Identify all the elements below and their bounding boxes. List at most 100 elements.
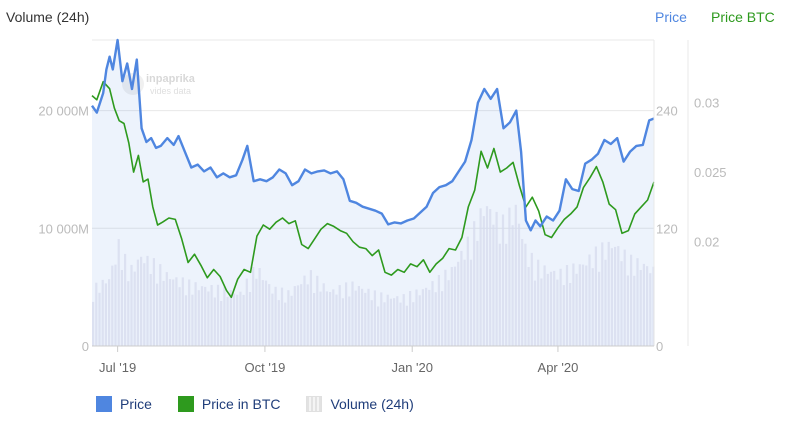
volume-bar: [175, 277, 178, 346]
volume-bar: [460, 250, 463, 346]
volume-bar: [399, 302, 402, 346]
volume-bar: [172, 279, 175, 346]
volume-bar: [492, 224, 495, 346]
volume-bar: [274, 286, 277, 346]
volume-bar: [130, 264, 133, 346]
volume-bar: [421, 289, 424, 346]
volume-bar: [156, 283, 159, 346]
volume-bar: [623, 249, 626, 346]
volume-bar: [261, 280, 264, 346]
volume-bar: [444, 269, 447, 346]
volume-bar: [258, 268, 261, 346]
volume-bar: [370, 300, 373, 346]
volume-bar: [290, 295, 293, 346]
volume-bar: [501, 214, 505, 346]
legend-label-price-btc: Price in BTC: [201, 396, 281, 412]
legend-label-volume: Volume (24h): [330, 396, 414, 412]
volume-bar: [485, 206, 489, 346]
volume-bar: [188, 279, 191, 346]
volume-bar: [473, 221, 476, 346]
volume-bar: [361, 288, 364, 346]
volume-bar: [482, 216, 485, 346]
volume-bar: [537, 259, 540, 346]
volume-bar: [277, 300, 280, 346]
volume-bar: [232, 293, 236, 346]
legend-item-price-btc[interactable]: Price in BTC: [177, 396, 281, 412]
volume-bar: [338, 285, 341, 346]
volume-bar: [200, 286, 204, 346]
volume-bar: [642, 263, 645, 346]
volume-bar: [136, 259, 139, 346]
volume-bar: [242, 294, 245, 346]
volume-bar: [287, 290, 290, 346]
volume-bar: [268, 284, 271, 346]
volume-bar: [614, 246, 617, 346]
price-line: [91, 38, 655, 232]
volume-bar: [146, 255, 149, 346]
volume-bar: [457, 261, 460, 346]
volume-bar: [204, 286, 207, 346]
volume-bar: [248, 292, 252, 346]
volume-bar: [604, 259, 607, 346]
volume-bar: [313, 293, 316, 346]
volume-bar: [325, 291, 328, 346]
volume-bar: [223, 286, 226, 346]
volume-bar: [98, 292, 101, 346]
volume-bar: [108, 279, 111, 346]
volume-bar: [588, 254, 591, 346]
volume-bar: [556, 279, 559, 346]
volume-bar: [396, 296, 399, 346]
volume-bar: [143, 263, 146, 346]
volume-bar: [418, 295, 421, 346]
volume-bar: [306, 284, 309, 346]
volume-bar: [309, 270, 312, 346]
volume-bar: [434, 292, 437, 346]
volume-bar: [159, 264, 162, 346]
volume-bar: [181, 277, 184, 346]
legend-item-volume[interactable]: Volume (24h): [306, 396, 414, 412]
volume-bar: [168, 279, 172, 346]
volume-bar: [585, 265, 588, 346]
volume-bar: [489, 209, 492, 346]
volume-bar: [303, 275, 306, 346]
volume-bar: [469, 259, 473, 346]
volume-bar: [341, 298, 344, 346]
x-tick-label: Oct '19: [245, 360, 286, 375]
volume-bar: [562, 285, 565, 346]
volume-bar: [591, 268, 594, 346]
volume-bar: [117, 239, 120, 346]
volume-bar: [450, 267, 453, 346]
volume-bar: [322, 283, 325, 346]
price-series-link[interactable]: Price: [655, 9, 687, 25]
volume-bar: [162, 280, 165, 346]
volume-bar: [373, 290, 376, 346]
volume-bar: [332, 289, 335, 346]
legend-item-price[interactable]: Price: [96, 396, 152, 412]
volume-bar: [300, 284, 303, 346]
volume-bar: [114, 264, 117, 346]
volume-bar: [553, 270, 556, 346]
volume-bar: [383, 302, 386, 346]
volume-bar: [239, 291, 242, 346]
volume-bar: [601, 242, 604, 346]
volume-bar: [216, 284, 220, 346]
volume-bar: [329, 292, 332, 346]
price-btc-series-link[interactable]: Price BTC: [711, 9, 775, 25]
volume-bar: [437, 275, 440, 346]
y-btc-tick-label: 0.025: [694, 165, 727, 180]
volume-bar: [620, 261, 623, 346]
volume-bar: [402, 294, 405, 346]
chart-legend: Price Price in BTC Volume (24h): [96, 396, 440, 412]
volume-bar: [133, 271, 136, 346]
y-left-tick-label: 10 000M: [38, 221, 89, 236]
x-tick-label: Jan '20: [391, 360, 433, 375]
volume-bar: [357, 286, 360, 346]
volume-bar: [207, 291, 210, 346]
volume-bar: [348, 296, 351, 346]
volume-bar: [546, 273, 549, 346]
volume-bar: [229, 290, 232, 346]
volume-bar: [572, 263, 575, 346]
volume-bar: [598, 271, 601, 346]
axes: 0 10 000M 20 000M 0 120 240 0.02 0.025 0.03 Jul '…: [38, 40, 727, 375]
